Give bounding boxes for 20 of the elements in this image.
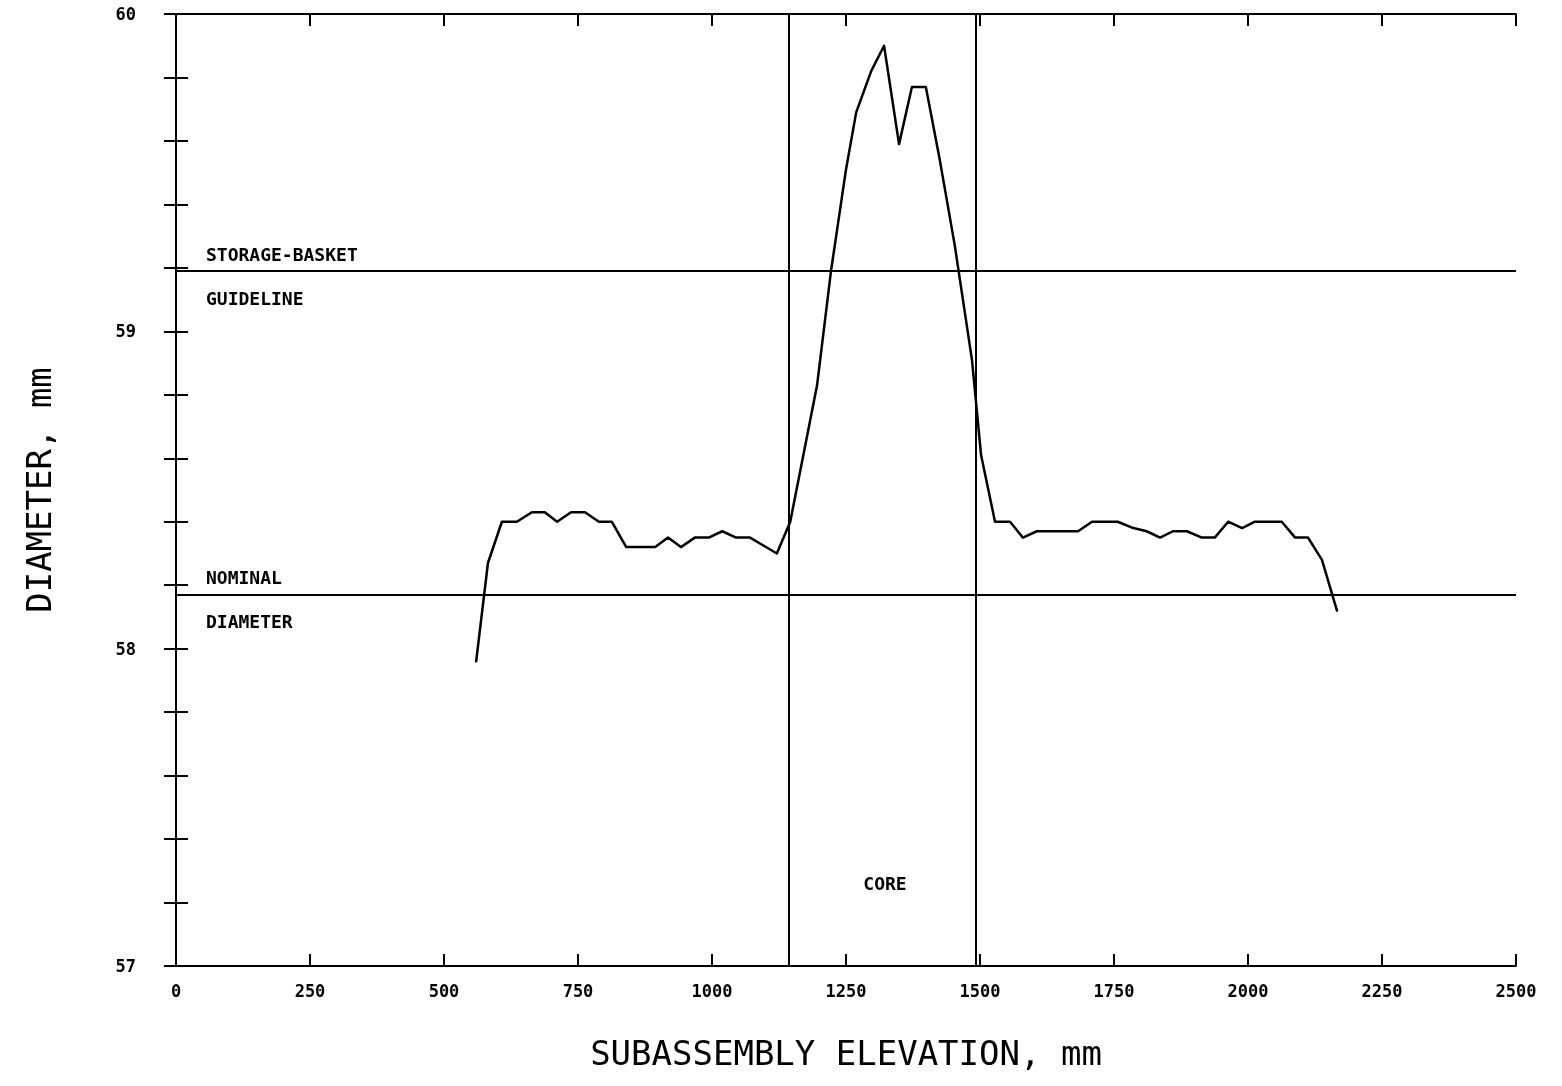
y-axis-title: DIAMETER, mm (19, 367, 59, 613)
y-tick-label: 59 (115, 321, 136, 342)
x-tick-label: 0 (170, 980, 182, 1001)
x-tick-label: 500 (428, 980, 460, 1001)
x-axis-title: SUBASSEMBLY ELEVATION, mm (590, 1033, 1102, 1073)
text: STORAGE-BASKET GUIDELINE (206, 243, 358, 309)
text: NOMINAL DIAMETER (206, 567, 293, 633)
x-tick-label: 1750 (1093, 980, 1135, 1001)
x-tick-label: 2500 (1495, 980, 1537, 1001)
x-tick-label: 2250 (1361, 980, 1403, 1001)
x-tick-label: 250 (294, 980, 326, 1001)
x-tick-label: 2000 (1227, 980, 1269, 1001)
x-tick-label: 750 (562, 980, 594, 1001)
x-tick-label: 1500 (959, 980, 1001, 1001)
annotation: CORE (863, 872, 907, 894)
y-tick-label: 58 (115, 638, 136, 659)
y-tick-label: 60 (115, 4, 136, 24)
y-tick-label: 57 (115, 956, 136, 976)
x-tick-label: 1250 (825, 980, 867, 1001)
x-tick-label: 1000 (691, 980, 733, 1001)
